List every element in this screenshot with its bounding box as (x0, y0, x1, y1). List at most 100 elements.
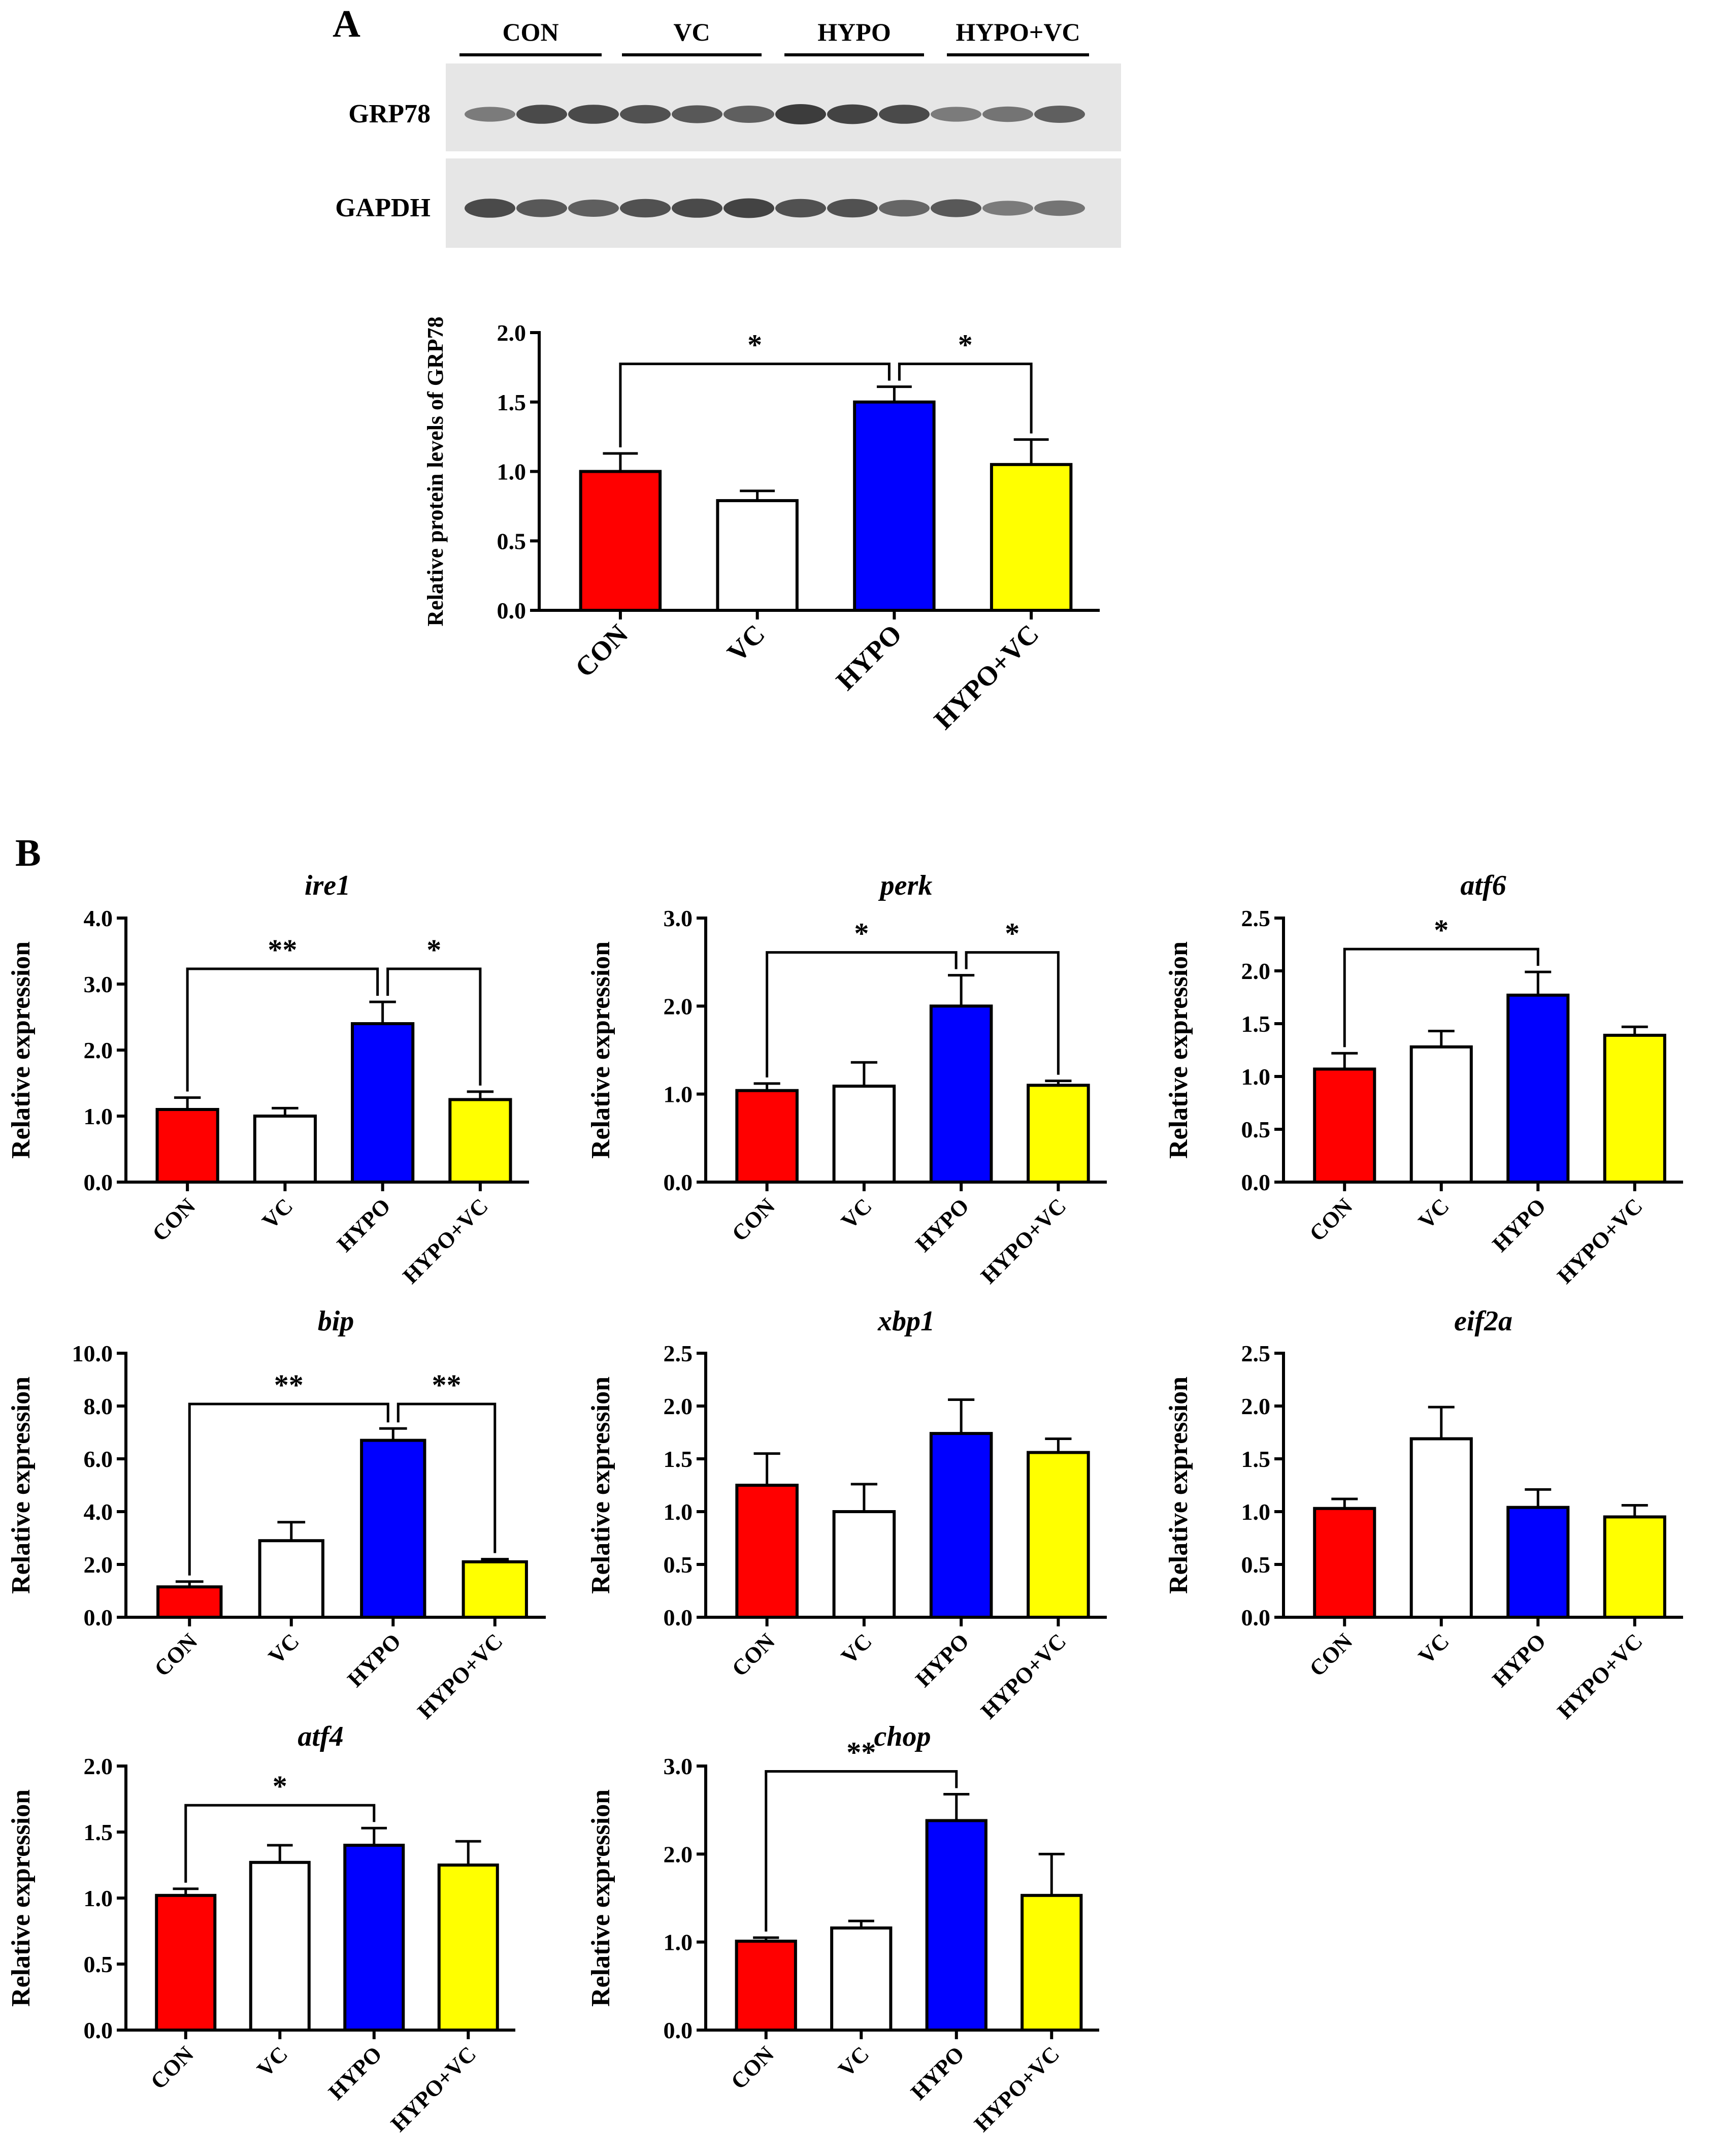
y-tick-label: 1.0 (1241, 1064, 1271, 1090)
category-label: HYPO (1488, 1193, 1551, 1257)
y-tick-label: 1.0 (1241, 1499, 1271, 1525)
category-label: VC (721, 618, 771, 668)
significance-bracket (619, 363, 891, 447)
category-label: VC (836, 1193, 877, 1234)
bar-hypo (351, 1022, 415, 1184)
bar-con (735, 1484, 799, 1619)
bar-hypo (343, 1844, 405, 2032)
bar-vc (253, 1115, 317, 1184)
lane-group-label: HYPO+VC (956, 18, 1080, 46)
category-label: HYPO (1488, 1628, 1551, 1692)
bar-hypo-vc (990, 463, 1073, 612)
y-tick-label: 2.5 (1241, 905, 1271, 931)
category-label: CON (150, 1628, 203, 1681)
blot-band (465, 199, 515, 218)
category-label: VC (257, 1193, 298, 1234)
category-label: HYPO+VC (1553, 1628, 1648, 1723)
y-tick-label: 2.0 (84, 1753, 113, 1779)
category-label: CON (727, 1193, 780, 1246)
significance-bracket (397, 1402, 497, 1553)
bar-hypo-vc (462, 1560, 528, 1619)
bar-hypo (853, 400, 936, 612)
y-tick-label: 2.0 (84, 1552, 113, 1578)
chart-title: ire1 (305, 870, 350, 901)
bar-vc (258, 1539, 324, 1619)
blot-band (672, 199, 722, 218)
y-tick-label: 0.0 (664, 1169, 693, 1195)
y-tick-label: 3.0 (664, 905, 693, 931)
blot-band (568, 105, 619, 124)
blot-band (775, 104, 826, 124)
bar-con (155, 1893, 217, 2032)
category-label: CON (569, 618, 634, 683)
blot-band (620, 199, 671, 218)
bar-hypo (925, 1819, 988, 2032)
significance-label: ** (274, 1368, 304, 1401)
y-tick-label: 2.5 (664, 1341, 693, 1366)
bar-con (735, 1939, 797, 2032)
y-tick-label: 0.0 (1241, 1605, 1271, 1630)
bar-con (735, 1089, 799, 1184)
blot-band (827, 199, 878, 218)
category-label: HYPO (323, 2041, 387, 2105)
bar-con (579, 470, 662, 612)
western-blot: CON VC HYPO HYPO+VC GRP78 GAPDH (335, 18, 1121, 248)
blot-row-label: GRP78 (348, 100, 431, 128)
blot-band (931, 199, 981, 217)
panel-b-label: B (15, 832, 41, 874)
category-label: HYPO+VC (413, 1628, 508, 1723)
significance-label: * (273, 1770, 287, 1803)
significance-label: * (426, 933, 441, 966)
category-label: VC (264, 1628, 304, 1669)
chart-title: eif2a (1454, 1305, 1512, 1337)
chart-xbp1: xbp1 Relative expression 0.0 0.5 1.0 1.5 2.0 2.… (586, 1305, 1107, 1724)
bar-vc (1409, 1437, 1473, 1619)
category-label: HYPO+VC (1553, 1193, 1648, 1288)
y-tick-label: 1.0 (84, 1885, 113, 1911)
chart-title: bip (318, 1305, 354, 1337)
y-axis-label: Relative expression (7, 941, 36, 1159)
bar-vc (716, 499, 799, 612)
blot-band (568, 200, 619, 217)
blot-band (879, 200, 930, 217)
y-tick-label: 0.5 (497, 528, 527, 554)
bar-hypo-vc (448, 1098, 512, 1184)
blot-band (775, 199, 826, 218)
blot-band (465, 107, 515, 122)
significance-label: * (1434, 913, 1449, 946)
category-label: CON (727, 1628, 780, 1681)
y-axis-label: Relative expression (586, 1789, 615, 2007)
y-tick-label: 10.0 (72, 1341, 113, 1366)
chart-title: xbp1 (877, 1305, 935, 1337)
y-tick-label: 0.0 (84, 1605, 113, 1630)
y-tick-label: 2.5 (1241, 1341, 1271, 1366)
significance-bracket (186, 967, 379, 1092)
significance-label: ** (432, 1368, 462, 1401)
y-tick-label: 1.5 (1241, 1011, 1271, 1037)
blot-band (827, 104, 878, 124)
y-tick-label: 1.5 (497, 389, 527, 415)
blot-band (879, 105, 930, 124)
chart-title: atf6 (1460, 870, 1506, 901)
lane-group-label: VC (673, 18, 710, 46)
y-tick-label: 0.0 (1241, 1169, 1271, 1195)
significance-bracket (965, 951, 1060, 1075)
y-tick-label: 1.0 (497, 459, 527, 485)
bar-vc (249, 1860, 311, 2032)
blot-band (982, 106, 1033, 122)
y-axis-label: Relative expression (1164, 1377, 1193, 1594)
y-tick-label: 6.0 (84, 1446, 113, 1472)
chart-atf6: atf6 Relative expression 0.0 0.5 1.0 1.5 2.0 2.… (1164, 870, 1683, 1289)
significance-bracket (765, 1770, 958, 1932)
significance-bracket (1343, 948, 1539, 1048)
y-tick-label: 2.0 (664, 1841, 693, 1867)
category-label: CON (1305, 1628, 1358, 1681)
category-label: HYPO (906, 2041, 969, 2105)
y-axis-label: Relative expression (586, 941, 615, 1159)
significance-bracket (766, 951, 958, 1077)
blot-band (931, 107, 981, 122)
blot-band (1034, 200, 1085, 216)
bar-hypo (929, 1432, 993, 1619)
significance-bracket (898, 363, 1033, 434)
y-tick-label: 1.0 (84, 1103, 113, 1129)
